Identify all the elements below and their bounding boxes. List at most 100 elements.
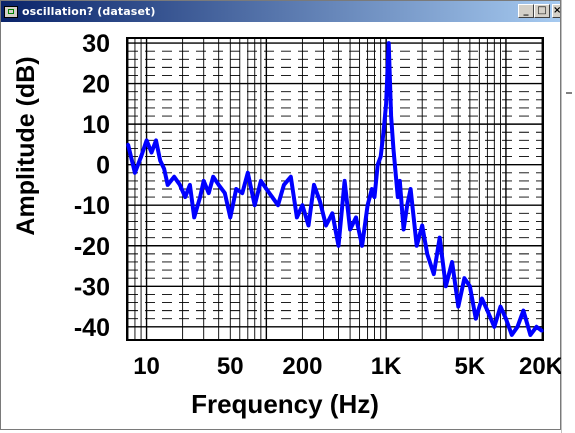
- x-tick-labels: 10 50 200 1K 5K 20K: [133, 353, 561, 380]
- x-axis-label: Frequency (Hz): [191, 389, 379, 419]
- y-tick-label: 0: [96, 152, 110, 180]
- data-point: [348, 227, 352, 232]
- data-point: [144, 138, 149, 142]
- data-point: [540, 329, 544, 333]
- data-point: [154, 138, 158, 142]
- y-tick-label: 20: [82, 71, 110, 99]
- data-point: [300, 203, 305, 207]
- data-point: [198, 195, 202, 199]
- data-point: [343, 179, 347, 183]
- data-point: [228, 215, 232, 219]
- window-title: oscillation? (dataset): [22, 5, 156, 18]
- close-button[interactable]: ×: [552, 4, 562, 18]
- data-point: [270, 195, 274, 199]
- data-point: [405, 203, 409, 207]
- data-point: [330, 211, 334, 215]
- data-point: [253, 203, 257, 207]
- y-tick-label: -20: [74, 233, 110, 261]
- background-window-mark: [566, 92, 572, 94]
- x-tick-label: 50: [217, 353, 244, 380]
- data-point: [246, 171, 250, 175]
- data-point: [282, 183, 286, 187]
- data-point: [276, 203, 280, 207]
- data-point: [408, 187, 413, 191]
- data-point: [485, 309, 489, 313]
- background-window-edge: [561, 0, 575, 433]
- y-tick-labels: 30 20 10 0 -10 -20 -30 -40: [74, 30, 110, 342]
- data-point: [504, 317, 508, 321]
- data-point: [396, 195, 400, 199]
- data-point: [468, 284, 472, 288]
- data-point: [425, 252, 429, 256]
- data-point: [295, 215, 299, 219]
- data-point: [306, 223, 311, 228]
- data-point: [372, 195, 377, 199]
- data-point: [207, 191, 211, 195]
- x-tick-label: 200: [282, 353, 322, 380]
- y-tick-label: -30: [74, 273, 110, 301]
- data-point: [312, 183, 316, 187]
- data-point: [528, 333, 532, 337]
- data-point: [498, 304, 503, 309]
- data-point: [389, 114, 393, 118]
- y-tick-label: 30: [82, 30, 110, 58]
- data-point: [183, 195, 187, 199]
- data-point: [133, 171, 137, 175]
- data-point: [398, 179, 402, 183]
- data-point: [420, 223, 424, 228]
- data-point: [456, 304, 460, 309]
- data-point: [492, 325, 496, 329]
- data-point: [391, 146, 396, 151]
- y-tick-label: -10: [74, 192, 110, 220]
- data-point: [336, 244, 341, 248]
- data-point: [462, 276, 466, 280]
- app-icon[interactable]: [4, 5, 18, 18]
- maximize-button[interactable]: □: [534, 4, 550, 18]
- data-point: [259, 179, 263, 183]
- data-point: [211, 175, 215, 179]
- data-point: [318, 199, 322, 203]
- title-bar[interactable]: oscillation? (dataset) _ □ ×: [1, 1, 562, 22]
- data-point: [432, 272, 436, 276]
- data-point: [376, 163, 380, 167]
- data-point: [354, 215, 358, 219]
- data-point: [381, 130, 386, 134]
- y-tick-label: -40: [74, 314, 110, 342]
- y-tick-label: 10: [82, 111, 110, 139]
- x-tick-label: 1K: [371, 353, 402, 380]
- data-point: [139, 154, 143, 159]
- data-point: [324, 223, 328, 228]
- data-point: [126, 142, 130, 147]
- series-points: [126, 41, 544, 337]
- data-point: [149, 150, 154, 155]
- data-point: [158, 159, 162, 163]
- data-point: [202, 179, 206, 183]
- data-point: [394, 171, 398, 175]
- data-point: [510, 333, 514, 337]
- data-point: [360, 244, 364, 248]
- data-point: [474, 317, 478, 321]
- minimize-button[interactable]: _: [518, 4, 534, 18]
- data-point: [217, 183, 221, 187]
- data-point: [444, 284, 448, 288]
- data-point: [515, 325, 520, 329]
- data-point: [370, 187, 374, 191]
- data-point: [402, 227, 406, 232]
- data-point: [384, 102, 388, 106]
- data-point: [234, 187, 238, 191]
- data-point: [289, 175, 293, 179]
- data-point: [438, 236, 442, 240]
- data-point: [188, 183, 192, 187]
- data-point: [450, 260, 454, 264]
- data-point: [534, 325, 539, 329]
- data-point: [162, 167, 166, 171]
- data-point: [240, 191, 244, 195]
- data-point: [365, 203, 370, 207]
- data-point: [192, 215, 196, 219]
- data-point: [178, 183, 182, 187]
- data-point: [415, 244, 419, 248]
- x-tick-label: 20K: [519, 353, 561, 380]
- data-point: [521, 309, 526, 313]
- spectrum-chart: 30 20 10 0 -10 -20 -30 -40 10 50 200 1K 5K 20K Ampli…: [12, 30, 561, 419]
- data-point: [379, 154, 383, 159]
